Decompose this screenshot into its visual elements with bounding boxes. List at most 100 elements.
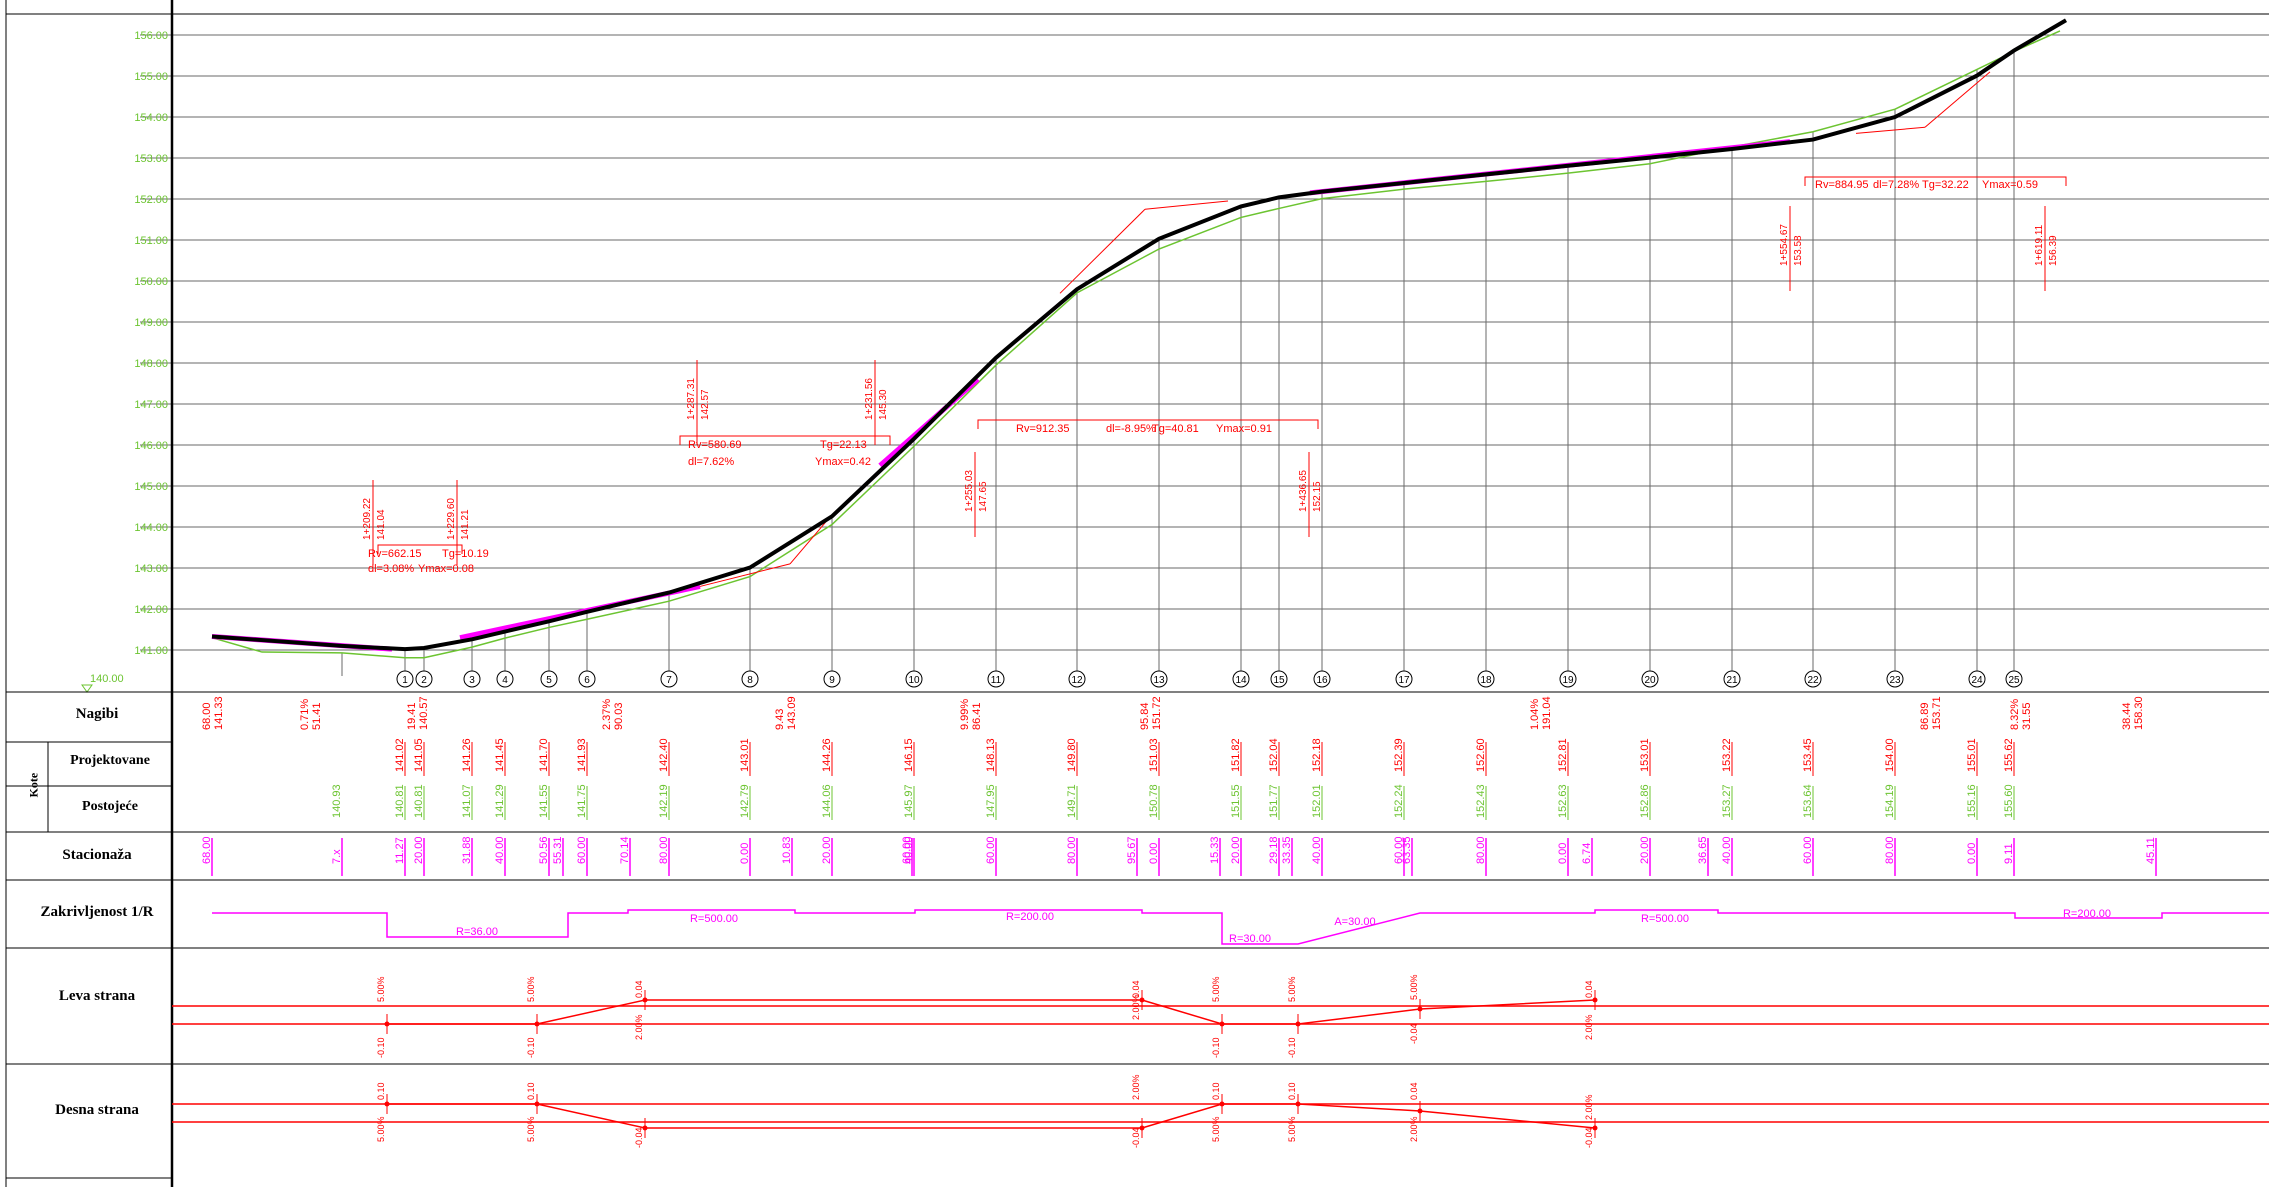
profile-point-circle bbox=[660, 670, 678, 688]
profile-point-number: 16 bbox=[1316, 675, 1328, 686]
station-chainage: 60.00 bbox=[985, 836, 997, 864]
elevation-label: 143.00 bbox=[134, 563, 168, 575]
superelevation-diagram: 5.00% 5.00% 5.00% 5.00% 5.00% 2.00% 2.00% 2.00%… bbox=[172, 974, 2269, 1148]
station-mark-chainage: 1+229.60 bbox=[446, 498, 457, 540]
projected-elevation: 151.03 bbox=[1148, 738, 1160, 772]
tangent-construction-line bbox=[1855, 126, 1926, 134]
profile-point-circle bbox=[905, 670, 923, 688]
station-chainage: 95.67 bbox=[1126, 836, 1138, 864]
existing-elevation: 140.81 bbox=[394, 784, 406, 818]
profile-point-circle bbox=[1313, 670, 1331, 688]
profile-point-number: 23 bbox=[1889, 675, 1901, 686]
profile-point-circle bbox=[1968, 670, 1986, 688]
projected-elevation: 146.15 bbox=[903, 738, 915, 772]
grade-value: 9.99% bbox=[959, 699, 971, 730]
station-chainage: 60.00 bbox=[1393, 836, 1405, 864]
profile-point-circle bbox=[1559, 670, 1577, 688]
existing-elevation: 154.19 bbox=[1884, 784, 1896, 818]
profile-point-number: 11 bbox=[991, 675, 1002, 686]
superelevation-value: 0.10 bbox=[1287, 1082, 1297, 1100]
profile-point-number: 5 bbox=[546, 675, 552, 686]
profile-point-number: 6 bbox=[584, 675, 590, 686]
curvature-label: A=30.00 bbox=[1334, 916, 1375, 928]
profile-point-markers: 1 2 3 4 5 6 7 8 9 10 11 12 13 14 15 16 17 18 19 20 21 22 23 24 2… bbox=[396, 670, 2023, 688]
profile-point-circle bbox=[463, 670, 481, 688]
grade-length: 31.55 bbox=[2021, 702, 2033, 730]
curvature-label: R=500.00 bbox=[1641, 913, 1689, 925]
superelevation-value: -0.10 bbox=[376, 1037, 386, 1058]
profile-point-number: 25 bbox=[2008, 675, 2020, 686]
projected-elevation: 141.45 bbox=[494, 738, 506, 772]
elevation-label: 142.00 bbox=[134, 604, 168, 616]
station-chainage: 20.00 bbox=[1639, 836, 1651, 864]
elevation-label: 141.00 bbox=[134, 645, 168, 657]
row-label-postojece: Postojeće bbox=[82, 799, 138, 814]
curvature-polyline bbox=[212, 909, 2269, 945]
grade-value: 0.71% bbox=[299, 699, 311, 730]
elevation-label: 155.00 bbox=[134, 71, 168, 83]
station-mark-elevation: 141.21 bbox=[460, 509, 471, 540]
projected-elevation: 154.00 bbox=[1884, 738, 1896, 772]
superelevation-value: 0.04 bbox=[634, 980, 644, 998]
curvature-diagram: R=36.00 R=500.00 R=200.00 R=30.00 A=30.00 R=5… bbox=[212, 908, 2269, 945]
profile-point-circle bbox=[578, 670, 596, 688]
superelevation-value: -0.04 bbox=[1409, 1023, 1419, 1044]
station-chainage: 7.x bbox=[331, 849, 343, 864]
station-chainage: 55.31 bbox=[552, 836, 564, 864]
projected-elevation: 149.80 bbox=[1066, 738, 1078, 772]
station-chainage: 11.27 bbox=[394, 837, 406, 864]
projected-elevation: 152.81 bbox=[1557, 738, 1569, 772]
row-label-nagibi: Nagibi bbox=[75, 706, 119, 722]
superelevation-value: 5.00% bbox=[1211, 1116, 1221, 1142]
station-chainage: 45.11 bbox=[2145, 837, 2157, 864]
superelevation-value: -0.04 bbox=[634, 1127, 644, 1148]
superelevation-value: 2.00% bbox=[1409, 1116, 1419, 1142]
projected-elevation: 152.18 bbox=[1311, 738, 1323, 772]
profile-point-number: 4 bbox=[502, 675, 508, 686]
row-label-kote: Kote bbox=[26, 772, 41, 798]
projected-elevation: 153.22 bbox=[1721, 738, 1733, 772]
existing-elevation: 151.77 bbox=[1268, 784, 1280, 818]
station-mark-chainage: 1+209.22 bbox=[362, 498, 373, 540]
tangent-construction-line bbox=[1924, 71, 1991, 128]
vertical-curve-label: Rv=662.15 bbox=[368, 548, 422, 560]
superelevation-value: 2.00% bbox=[1131, 994, 1141, 1020]
vertical-curve-bracket bbox=[1804, 176, 2067, 186]
station-chainage: 80.00 bbox=[658, 836, 670, 864]
superelevation-value: -0.10 bbox=[526, 1037, 536, 1058]
grade-value: 2.37% bbox=[601, 699, 613, 730]
vertical-curve-label: Tg=40.81 bbox=[1152, 423, 1199, 435]
existing-elevation: 140.81 bbox=[413, 784, 425, 818]
existing-elevation: 141.75 bbox=[576, 784, 588, 818]
projected-elevation: 153.45 bbox=[1802, 738, 1814, 772]
elevation-label: 145.00 bbox=[134, 481, 168, 493]
tangent-construction-line bbox=[1144, 200, 1229, 210]
station-mark-chainage: 1+231.56 bbox=[864, 378, 875, 420]
station-chainage: 0.00 bbox=[1966, 843, 1978, 864]
station-chainage: 60.00 bbox=[901, 836, 913, 864]
superelevation-value: 5.00% bbox=[376, 976, 386, 1002]
grade-length: 151.72 bbox=[1151, 696, 1163, 730]
profile-point-number: 8 bbox=[747, 675, 753, 686]
projected-elevation: 141.70 bbox=[538, 738, 550, 772]
superelevation-value: 5.00% bbox=[376, 1116, 386, 1142]
superelevation-value: 5.00% bbox=[1287, 1116, 1297, 1142]
existing-elevation: 140.93 bbox=[331, 784, 343, 818]
row-label-zakrivljenost: Zakrivljenost 1/R bbox=[40, 904, 154, 920]
station-chainage: 36.65 bbox=[1697, 836, 1709, 864]
station-chainage: 9.11 bbox=[2003, 843, 2015, 864]
profile-point-number: 7 bbox=[666, 675, 672, 686]
vertical-curve-label: Ymax=0.08 bbox=[418, 563, 474, 575]
tangent-construction-line bbox=[699, 563, 791, 587]
grade-length: 140.57 bbox=[418, 696, 430, 730]
existing-elevation: 141.55 bbox=[538, 784, 550, 818]
station-mark-elevation: 147.65 bbox=[978, 481, 989, 512]
datum-label: 140.00 bbox=[90, 673, 124, 685]
projected-elevation: 141.05 bbox=[413, 738, 425, 772]
grade-value: 86.89 bbox=[1919, 702, 1931, 730]
curvature-label: R=200.00 bbox=[1006, 911, 1054, 923]
row-label-desna-strana: Desna strana bbox=[55, 1102, 139, 1118]
station-mark-chainage: 1+436.65 bbox=[1298, 470, 1309, 512]
superelevation-transition bbox=[387, 1103, 1596, 1129]
profile-point-circle bbox=[1886, 670, 1904, 688]
